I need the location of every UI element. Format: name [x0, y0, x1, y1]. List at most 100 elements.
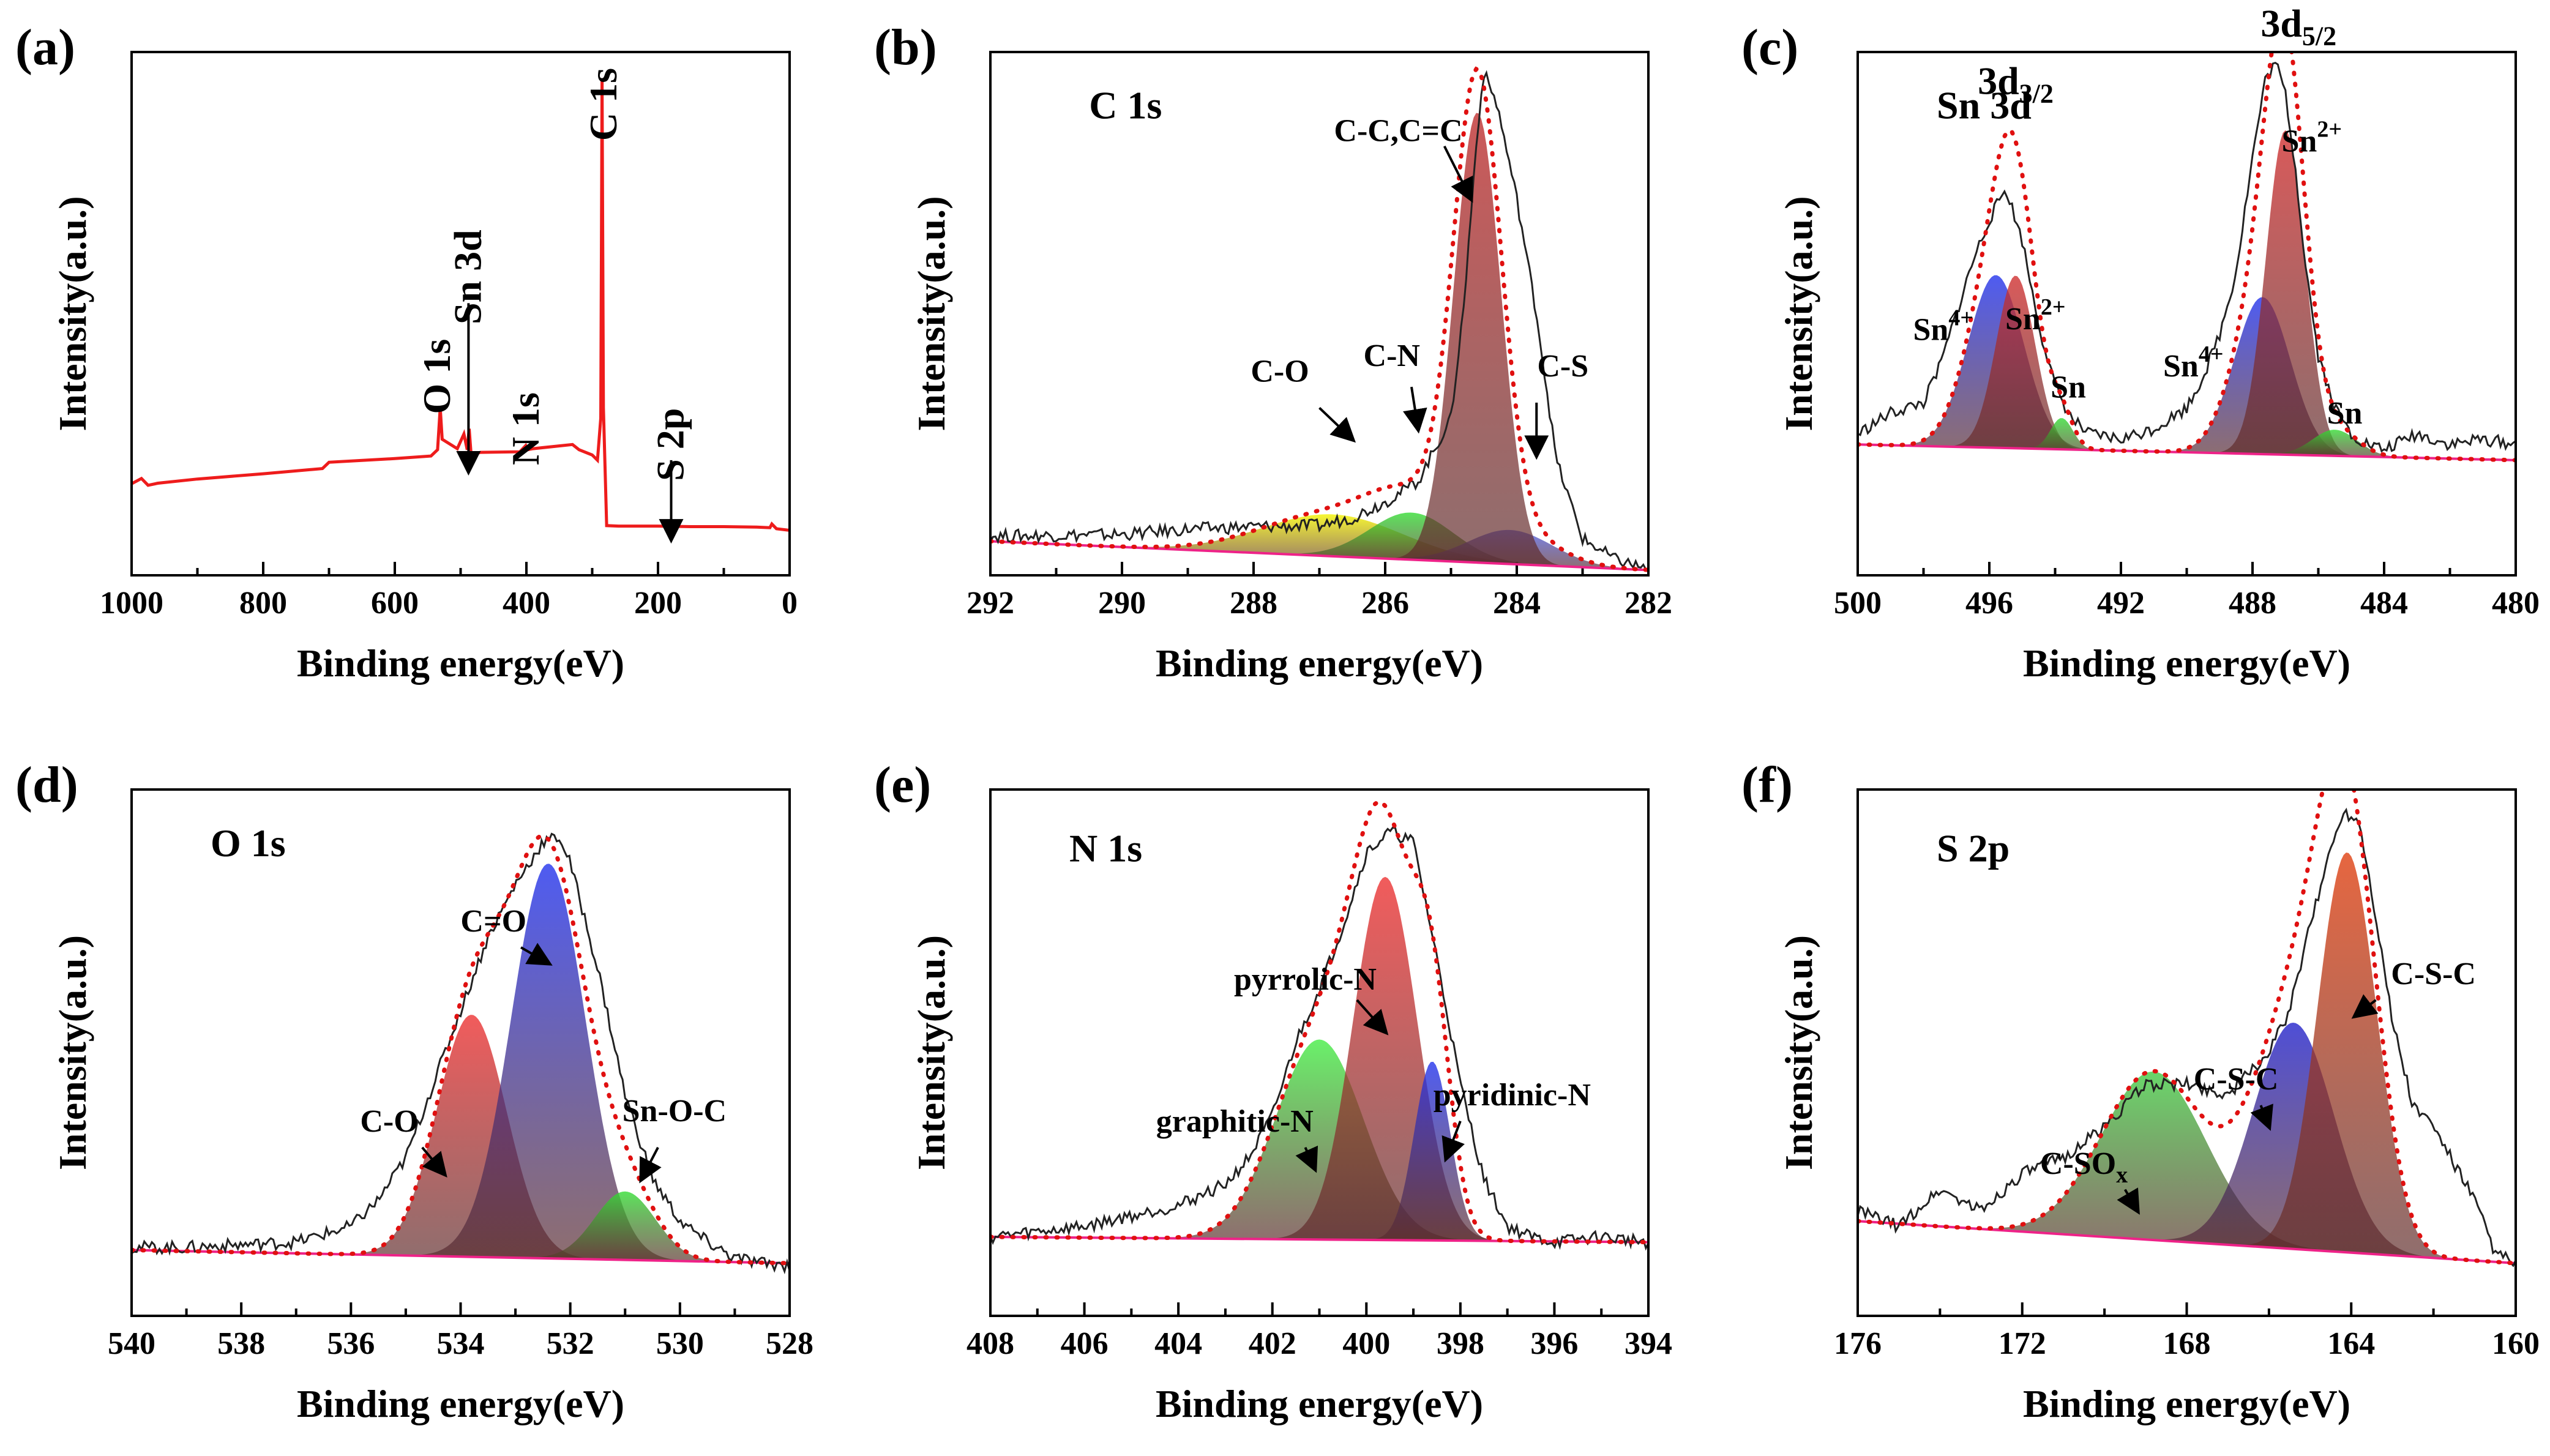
- plot-area: [133, 832, 788, 1275]
- peak-arrow: [1356, 999, 1389, 1036]
- x-axis-label: Binding energy(eV): [1156, 641, 1483, 685]
- fit-envelope-line: [992, 799, 1647, 1245]
- x-tick-label: 292: [967, 586, 1014, 621]
- peak-arrow: [2351, 994, 2379, 1019]
- x-tick-label: 176: [1834, 1326, 1882, 1361]
- peak-label: Sn2+: [2282, 116, 2342, 159]
- panel-e: (e) 408 406 404 402 400 398 396 394 Binding energ…: [874, 756, 1672, 1425]
- x-tick-label: 282: [1625, 586, 1672, 621]
- peak-label-superscript: 4+: [2199, 342, 2224, 367]
- peak-label-subscript: x: [2116, 1162, 2128, 1188]
- peak-label: C-N: [1364, 338, 1420, 373]
- peak-label-superscript: 4+: [1948, 305, 1973, 330]
- panel-f: (f) 176 172 168 164 160 Binding energy(eV) Inte…: [1741, 756, 2540, 1425]
- x-axis-label: Binding energy(eV): [2023, 1382, 2350, 1425]
- peak-label: Sn: [2327, 396, 2363, 431]
- peak-label: C-SOx: [2040, 1146, 2128, 1188]
- x-tick-label: 160: [2492, 1326, 2540, 1361]
- peak-label: C=O: [460, 904, 526, 939]
- x-axis-label: Binding energy(eV): [2023, 641, 2350, 685]
- x-tick-label: 536: [327, 1326, 375, 1361]
- y-axis-label: Intensity(a.u.): [51, 196, 94, 431]
- panel-d: (d) 540 538 536 534 532 530 528 Binding energy(e…: [15, 756, 813, 1425]
- x-tick-label: 408: [967, 1326, 1014, 1361]
- x-tick-label: 540: [108, 1326, 155, 1361]
- spectrum-title: S 2p: [1937, 826, 2010, 870]
- peak-label: pyridinic-N: [1434, 1078, 1591, 1113]
- panel-b: (b) 292 290 288 286 284 282 Binding energy(eV) I…: [874, 19, 1672, 685]
- raw-spectrum-line: [992, 70, 1647, 571]
- panel-letter: (c): [1741, 19, 1798, 76]
- component-peak-c-o: [133, 1015, 788, 1263]
- peak-label-superscript: 2+: [2041, 294, 2066, 320]
- spectrum-title: O 1s: [211, 821, 286, 865]
- peak-arrow: [1403, 386, 1427, 434]
- x-tick-label: 488: [2229, 586, 2276, 621]
- x-axis-label: Binding energy(eV): [297, 1382, 624, 1425]
- peak-arrow: [1443, 146, 1473, 203]
- x-tick-label: 200: [634, 586, 682, 621]
- x-tick-label: 538: [217, 1326, 265, 1361]
- x-tick-label: 404: [1154, 1326, 1202, 1361]
- peak-label: graphitic-N: [1156, 1104, 1314, 1139]
- plot-area: [1859, 53, 2514, 463]
- panel-letter: (b): [874, 19, 937, 76]
- x-tick-label: 496: [1965, 586, 2013, 621]
- x-tick-label: 484: [2360, 586, 2408, 621]
- x-tick-label: 290: [1098, 586, 1146, 621]
- x-tick-label: 800: [239, 586, 287, 621]
- peak-label: C-O: [1251, 354, 1309, 389]
- peak-label: Sn-O-C: [623, 1094, 727, 1129]
- peak-label-subscript: 3/2: [2019, 78, 2054, 108]
- peak-label: 3d5/2: [2260, 1, 2336, 51]
- component-peak-c-o: [992, 514, 1647, 570]
- peak-label: pyrrolic-N: [1234, 962, 1377, 997]
- x-tick-label: 400: [1342, 1326, 1390, 1361]
- plot-area: [992, 799, 1647, 1251]
- x-tick-label: 532: [547, 1326, 594, 1361]
- y-axis-label: Intensity(a.u.): [51, 935, 94, 1170]
- x-tick-label: 394: [1625, 1326, 1672, 1361]
- panel-letter: (d): [15, 756, 78, 813]
- component-peak-c-s-c: [1859, 853, 2514, 1263]
- fit-envelope-line: [992, 66, 1647, 572]
- peak-label: C-S-C: [2391, 957, 2476, 991]
- plot-area: [992, 66, 1647, 572]
- spectrum-title: N 1s: [1069, 826, 1142, 870]
- peak-label: Sn4+: [1913, 305, 1974, 347]
- fit-envelope-line: [1859, 53, 2514, 463]
- x-tick-label: 480: [2492, 586, 2540, 621]
- x-tick-label: 164: [2327, 1326, 2375, 1361]
- peak-arrow: [2250, 1103, 2273, 1131]
- x-tick-label: 288: [1230, 586, 1277, 621]
- x-tick-label: 534: [437, 1326, 485, 1361]
- peak-label: Sn: [2051, 370, 2086, 405]
- x-tick-label: 600: [371, 586, 419, 621]
- x-tick-label: 398: [1437, 1326, 1484, 1361]
- raw-spectrum-line: [1859, 807, 2514, 1267]
- peak-label: 3d3/2: [1978, 59, 2054, 108]
- peak-label: C 1s: [581, 68, 625, 141]
- x-tick-label: 396: [1530, 1326, 1578, 1361]
- plot-area: [1859, 791, 2514, 1267]
- x-tick-label: 406: [1061, 1326, 1109, 1361]
- plot-frame: [989, 51, 1650, 577]
- peak-label: C-S: [1537, 349, 1588, 384]
- peak-label: C-C,C=C: [1334, 113, 1462, 148]
- peak-arrow: [1441, 1121, 1465, 1163]
- component-peak-graphitic-n: [992, 1039, 1647, 1242]
- component-peak-sn-o-c: [133, 1191, 788, 1263]
- peak-label: Sn4+: [2163, 342, 2224, 384]
- peak-arrow: [2117, 1187, 2140, 1215]
- peak-arrow: [639, 1146, 662, 1184]
- fit-envelope-line: [133, 834, 788, 1266]
- raw-spectrum-line: [1859, 61, 2514, 453]
- peak-label: C-S-C: [2194, 1062, 2279, 1097]
- peak-arrow: [421, 1146, 447, 1178]
- x-axis-label: Binding energy(eV): [1156, 1382, 1483, 1425]
- raw-spectrum-line: [133, 832, 788, 1275]
- panel-c: (c) 500 496 492 488 484 480 Binding energy(eV) I…: [1741, 1, 2540, 685]
- peak-label: C-O: [360, 1104, 418, 1139]
- panel-letter: (a): [15, 19, 75, 76]
